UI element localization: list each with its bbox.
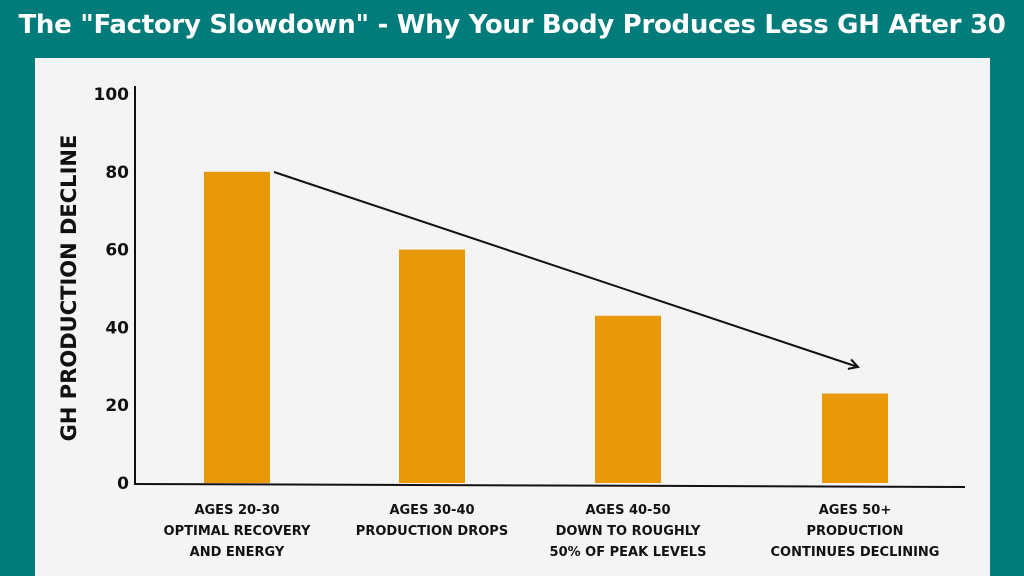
x-category-label: AGES 50+ [819,503,891,518]
bar [399,249,465,483]
y-tick-label: 100 [94,85,130,105]
x-axis-line [133,483,966,488]
x-category-label: PRODUCTION [806,524,903,539]
y-tick-label: 20 [105,396,129,416]
x-category-label: AGES 20-30 [194,503,279,518]
x-category-label: PRODUCTION DROPS [356,524,508,539]
x-category-label: CONTINUES DECLINING [771,545,940,560]
bar [822,393,888,483]
x-category-label: AGES 30-40 [389,503,474,518]
x-category-label: AGES 40-50 [585,503,670,518]
x-category-label: DOWN TO ROUGHLY [556,524,701,539]
y-tick-label: 0 [117,474,129,494]
chart-panel [35,58,990,576]
y-axis-label: GH PRODUCTION DECLINE [57,135,81,442]
x-category-label: 50% OF PEAK LEVELS [550,545,707,560]
y-tick-label: 60 [105,241,129,261]
trend-arrow [273,171,858,367]
chart-title: The "Factory Slowdown" - Why Your Body P… [18,10,1006,40]
bar [204,171,270,484]
x-category-label: AND ENERGY [190,545,285,560]
y-tick-label: 40 [105,318,129,338]
x-category-label: OPTIMAL RECOVERY [164,524,311,539]
bar [595,315,661,483]
y-tick-label: 80 [105,163,129,183]
